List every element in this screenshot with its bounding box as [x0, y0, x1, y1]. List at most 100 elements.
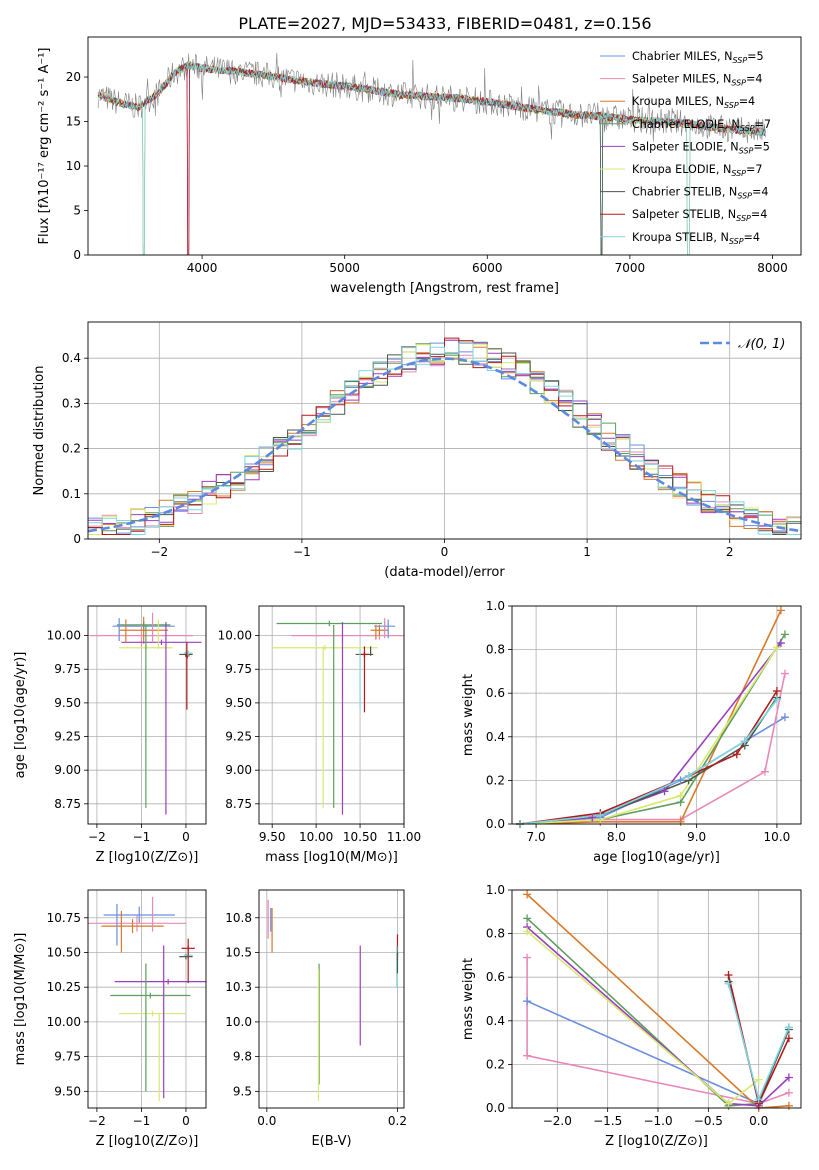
plot-area — [267, 899, 399, 1102]
y-tick-label: 0.3 — [62, 396, 81, 410]
hist-step-kroupa_stelib — [88, 342, 801, 535]
x-axis-label: age [log10(age/yr)] — [593, 850, 720, 865]
y-tick-label: 1.0 — [486, 599, 505, 613]
plot-area — [90, 612, 202, 815]
mass-weight-marker-salpeter_stelib — [772, 687, 781, 696]
mass-weight-marker-salpeter_elodie — [784, 1073, 793, 1082]
mass-weight-marker-kroupa_elodie — [676, 791, 685, 800]
x-tick-label: 8.0 — [607, 830, 626, 844]
plot-area — [88, 896, 206, 1102]
axes-mass_vs_Z: −2 −1 0 9.50 9.75 10.00 10.25 10.50 10.75 Z [log1… — [13, 889, 207, 1149]
y-tick-label: 9.75 — [54, 1050, 81, 1064]
y-tick-label: 0.2 — [62, 442, 81, 456]
mass-weight-marker-salpeter_elodie — [660, 787, 669, 796]
y-tick-label: 0.4 — [486, 1014, 505, 1028]
y-tick-label: 9.00 — [225, 763, 252, 777]
axes-frame — [258, 889, 405, 1109]
legend-label-normal: 𝒩(0, 1) — [738, 337, 785, 352]
y-axis-label: Normed distribution — [32, 366, 47, 496]
mass-weight-line-kroupa_elodie — [519, 646, 778, 824]
x-tick-label: 0.2 — [388, 1114, 407, 1128]
x-axis-label: Z [log10(Z/Z⊙)] — [605, 1134, 708, 1149]
axes-residuals: −2 −1 0 1 2 0 0.1 0.2 0.3 0.4 (data-model)/error No… — [32, 321, 802, 580]
mass-weight-marker-salpeter_miles — [780, 669, 789, 678]
x-tick-label: 9.0 — [687, 830, 706, 844]
plot-area — [97, 52, 766, 255]
legend-label-chabrier_elodie: Chabrier ELODIE, NSSP=7 — [632, 118, 771, 133]
y-tick-label: 0.0 — [486, 1101, 505, 1115]
x-tick-label: −1 — [293, 545, 311, 559]
axes-frame — [87, 889, 207, 1109]
y-tick-label: 0 — [73, 248, 81, 262]
mass-weight-marker-salpeter_elodie — [588, 813, 597, 822]
y-axis-label: mass weight — [461, 674, 476, 756]
y-tick-label: 9.25 — [225, 730, 252, 744]
axes-spectrum: 4000 5000 6000 7000 8000 0 5 10 15 20 wavelength [… — [37, 36, 802, 296]
y-tick-label: 9.75 — [54, 662, 81, 676]
y-tick-label: 10.50 — [47, 945, 81, 959]
plot-area — [519, 610, 786, 824]
x-tick-label: 6000 — [472, 261, 503, 275]
spectrum-legend: Chabrier MILES, NSSP=5 Salpeter MILES, NS… — [600, 50, 771, 246]
legend-label-kroupa_stelib: Kroupa STELIB, NSSP=4 — [632, 231, 760, 246]
y-tick-label: 0.2 — [486, 1057, 505, 1071]
spectrum-line-chabrier_stelib — [97, 61, 766, 255]
mass-weight-marker-chabrier_miles — [676, 776, 685, 785]
mass-weight-marker-kroupa_stelib — [784, 1023, 793, 1032]
x-axis-label: Z [log10(Z/Z⊙)] — [96, 850, 199, 865]
axes-frame — [258, 605, 405, 825]
mass-weight-line-salpeter_miles — [526, 957, 790, 1105]
axes-mass_weight_vs_Z: −2.0 −1.5 −1.0 −0.5 0.0 0.0 0.2 0.4 0.6 0.8 1.0 Z [… — [461, 883, 802, 1149]
x-tick-label: 0 — [182, 830, 190, 844]
y-tick-label: 10.8 — [225, 911, 252, 925]
y-tick-label: 10.00 — [47, 1015, 81, 1029]
y-axis-label: mass [log10(M/M⊙)] — [13, 933, 28, 1066]
x-tick-label: 10.0 — [764, 830, 791, 844]
mass-weight-marker-kroupa_elodie — [724, 1099, 733, 1108]
mass-weight-line-kroupa_miles — [526, 893, 789, 1108]
y-tick-label: 8.75 — [54, 797, 81, 811]
legend-label-salpeter_stelib: Salpeter STELIB, NSSP=4 — [632, 208, 767, 223]
spectrum-line-kroupa_stelib — [97, 62, 766, 255]
x-tick-label: −1 — [133, 830, 151, 844]
y-tick-label: 9.50 — [225, 696, 252, 710]
axes-frame — [511, 605, 802, 825]
mass-weight-marker-kroupa_stelib — [754, 1095, 763, 1104]
x-tick-label: −0.5 — [694, 1114, 723, 1128]
legend-label-kroupa_elodie: Kroupa ELODIE, NSSP=7 — [632, 163, 763, 178]
x-tick-label: −2 — [150, 545, 168, 559]
legend-label-chabrier_miles: Chabrier MILES, NSSP=5 — [632, 50, 764, 65]
y-tick-label: 10.5 — [225, 945, 252, 959]
x-axis-label: E(B-V) — [311, 1134, 351, 1149]
y-tick-label: 10.3 — [225, 980, 252, 994]
y-tick-label: 0.4 — [486, 730, 505, 744]
legend-label-kroupa_miles: Kroupa MILES, NSSP=4 — [632, 95, 755, 110]
y-tick-label: 0.4 — [62, 351, 81, 365]
x-tick-label: −1.5 — [593, 1114, 622, 1128]
x-axis-label: mass [log10(M/M⊙)] — [265, 850, 398, 865]
mass-weight-line-kroupa_miles — [519, 610, 782, 824]
y-tick-label: 0.6 — [486, 970, 505, 984]
y-tick-label: 10.00 — [47, 629, 81, 643]
y-tick-label: 9.5 — [233, 1084, 252, 1098]
y-tick-label: 10.25 — [47, 980, 81, 994]
y-tick-label: 1.0 — [486, 883, 505, 897]
axes-mass_weight_vs_age: 7.0 8.0 9.0 10.0 0.0 0.2 0.4 0.6 0.8 1.0 age [log1… — [461, 599, 802, 865]
x-tick-label: 10.00 — [299, 830, 333, 844]
x-tick-label: 2 — [726, 545, 734, 559]
axes-age_vs_mass: 9.50 10.00 10.50 11.00 8.75 9.00 9.25 9.50 9.75 1… — [218, 605, 421, 865]
mass-weight-marker-salpeter_elodie — [776, 639, 785, 648]
mass-weight-marker-salpeter_miles — [523, 1051, 532, 1060]
mass-weight-marker-chabrier_elodie — [780, 630, 789, 639]
mass-weight-marker-salpeter_miles — [760, 767, 769, 776]
y-tick-label: 20 — [66, 70, 81, 84]
y-tick-label: 0.1 — [62, 487, 81, 501]
y-tick-label: 0 — [73, 532, 81, 546]
x-tick-label: 8000 — [757, 261, 788, 275]
y-tick-label: 9.8 — [233, 1050, 252, 1064]
mass-weight-marker-kroupa_stelib — [596, 811, 605, 820]
y-tick-label: 10.0 — [225, 1015, 252, 1029]
x-tick-label: −2.0 — [543, 1114, 572, 1128]
x-axis-label: wavelength [Angstrom, rest frame] — [330, 281, 559, 296]
